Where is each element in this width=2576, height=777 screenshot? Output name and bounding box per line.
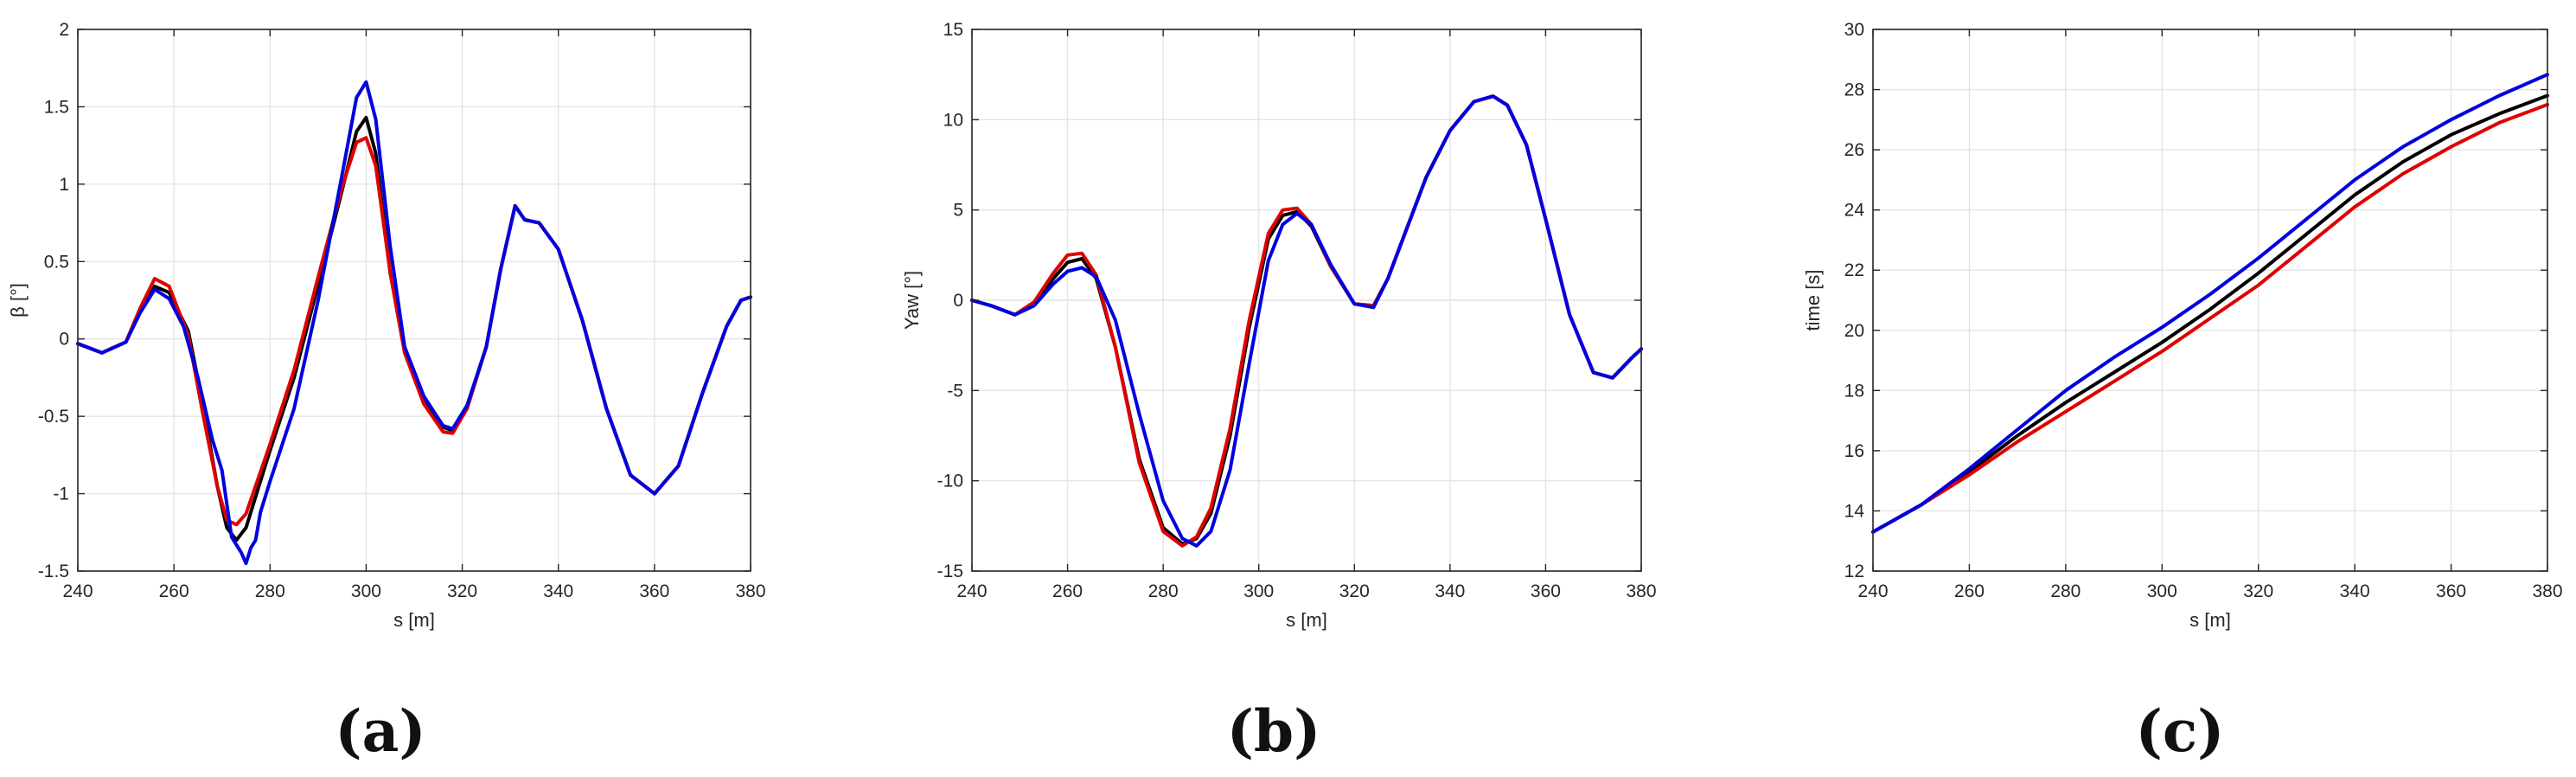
panel-c-y-axis-label: time [s]: [1802, 270, 1824, 331]
panel-a-x-axis-label: s [m]: [393, 609, 435, 631]
panel-a-y-tick-label: 0: [59, 330, 69, 350]
panel-b-y-tick-label: -15: [937, 562, 963, 581]
panel-c-x-tick-label: 240: [1857, 581, 1888, 601]
panel-b-plot: 240 260 280 300 320 340 360 380 -15 -10 -5 0 5 10 15 s …: [901, 20, 1657, 631]
panel-b-y-axis-label: Yaw [°]: [901, 271, 923, 330]
panel-c-x-tick-label: 320: [2243, 581, 2273, 601]
panel-a-x-tick-label: 340: [543, 581, 573, 601]
panel-a-caption: (a): [335, 697, 425, 765]
panel-a-y-tick-label: -1.5: [38, 562, 69, 581]
panel-c-x-tick-label: 360: [2436, 581, 2466, 601]
panel-c-series-line-1: [1871, 102, 2549, 534]
panel-b-y-tick-label: -10: [937, 472, 963, 491]
panel-c-y-tick-label: 18: [1844, 381, 1864, 401]
panel-a-y-tick-label: -1: [53, 485, 69, 504]
panel-c-x-tick-label: 280: [2050, 581, 2081, 601]
panel-c-y-tick-label: 26: [1844, 140, 1864, 160]
panel-c-axes-frame: [1872, 29, 2548, 572]
panel-c-y-tick-label: 24: [1844, 201, 1865, 221]
panel-a-y-tick-label: 1: [59, 175, 69, 195]
panel-a-axes-frame: [77, 29, 751, 572]
panel-a-y-axis-label: β [°]: [7, 283, 29, 318]
panel-c-plot-area: [1873, 29, 2547, 571]
panel-b-x-tick-label: 380: [1626, 581, 1656, 601]
panel-c-y-tick-label: 22: [1844, 260, 1864, 280]
panel-c-plot: 240 260 280 300 320 340 360 380 12 14 16 18 20 22 24 26…: [1802, 20, 2563, 631]
panel-c-y-tick-label: 16: [1844, 441, 1864, 461]
panel-a-x-tick-label: 360: [639, 581, 669, 601]
panel-c-y-tick-label: 14: [1844, 501, 1865, 521]
panel-b-x-axis-label: s [m]: [1286, 609, 1327, 631]
panel-c-y-tick-label: 30: [1844, 20, 1864, 40]
panel-b-x-tick-label: 360: [1531, 581, 1561, 601]
panel-a-y-tick-label: 2: [59, 20, 69, 40]
panel-a-series-line-2: [76, 80, 752, 566]
panel-b-y-tick-label: 5: [953, 201, 963, 221]
panel-b-y-tick-label: 15: [943, 20, 963, 40]
panel-b-x-tick-label: 340: [1435, 581, 1465, 601]
panel-a-plot: 240 260 280 300 320 340 360 380 -1.5 -1 -0.5 0 0.5 1 1…: [7, 20, 766, 631]
panel-b-x-tick-label: 280: [1148, 581, 1179, 601]
panel-c-series-line-0: [1871, 93, 2549, 534]
panel-a-y-tick-label: -0.5: [38, 407, 69, 427]
panel-a-y-tick-label: 1.5: [44, 97, 69, 117]
panel-c-x-tick-label: 380: [2532, 581, 2562, 601]
panel-c-caption: (c): [2136, 697, 2225, 765]
panel-a-x-tick-label: 320: [447, 581, 477, 601]
panel-b-series-line-2: [970, 94, 1643, 548]
panel-b-x-tick-label: 260: [1052, 581, 1083, 601]
panel-c-x-tick-label: 300: [2147, 581, 2177, 601]
panel-c-y-tick-label: 28: [1844, 80, 1864, 100]
panel-a-x-tick-label: 280: [255, 581, 285, 601]
panel-a-x-tick-label: 240: [62, 581, 93, 601]
panel-b-y-tick-label: 10: [943, 110, 963, 130]
panel-c-x-tick-label: 260: [1954, 581, 1985, 601]
panel-c-x-tick-label: 340: [2340, 581, 2370, 601]
panel-a-x-tick-label: 260: [159, 581, 189, 601]
panel-b-x-tick-label: 320: [1339, 581, 1370, 601]
panel-c-y-tick-label: 12: [1844, 562, 1864, 581]
panel-b-caption: (b): [1227, 697, 1321, 765]
panel-a-y-tick-label: 0.5: [44, 252, 69, 272]
panel-b-x-tick-label: 240: [956, 581, 987, 601]
panel-b-x-tick-label: 300: [1243, 581, 1274, 601]
panel-b-y-tick-label: 0: [953, 291, 963, 311]
panel-b-y-tick-label: -5: [947, 381, 963, 401]
panel-c-x-axis-label: s [m]: [2189, 609, 2231, 631]
panel-c-y-tick-label: 20: [1844, 321, 1864, 341]
panel-a-x-tick-label: 300: [351, 581, 381, 601]
panel-c-series-line-2: [1871, 73, 2549, 534]
panel-a-x-tick-label: 380: [735, 581, 765, 601]
